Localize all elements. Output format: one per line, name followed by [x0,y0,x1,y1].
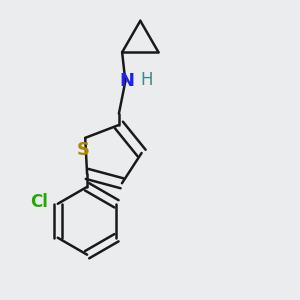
Text: Cl: Cl [30,193,48,211]
Text: N: N [119,72,134,90]
Text: S: S [77,141,90,159]
Text: H: H [140,71,153,89]
